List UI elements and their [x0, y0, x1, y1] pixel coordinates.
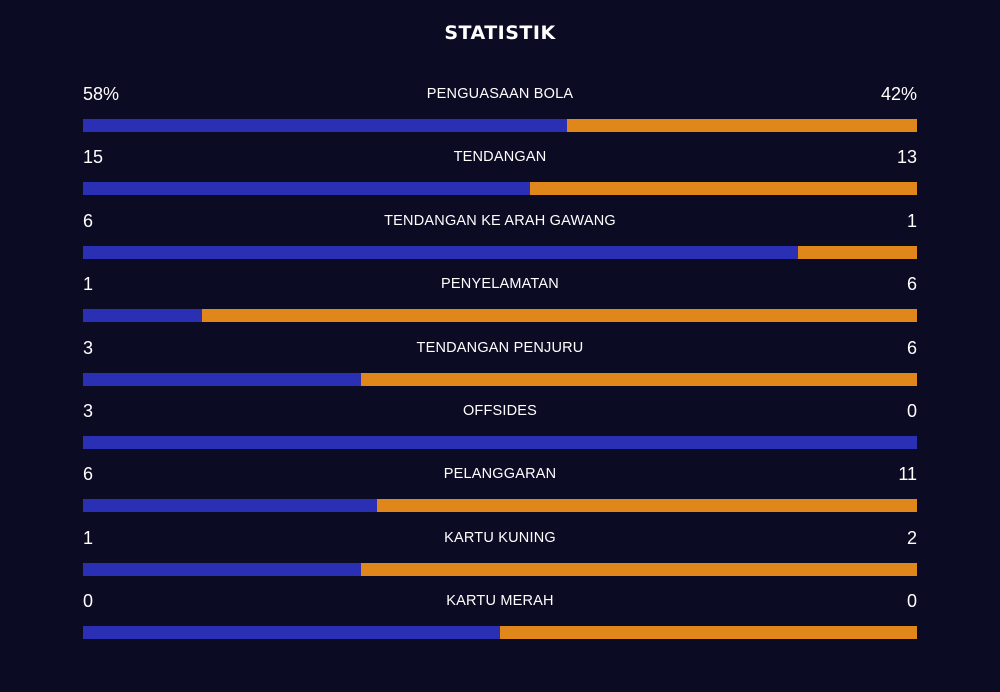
away-bar-segment — [202, 309, 917, 323]
away-value: 0 — [906, 591, 917, 612]
stat-row: TENDANGAN 15 13 — [83, 143, 917, 206]
page-title: STATISTIK — [444, 22, 556, 44]
stat-header: TENDANGAN PENJURU 3 6 — [83, 334, 917, 362]
home-value: 58% — [83, 84, 120, 104]
stat-comparison-bar — [83, 119, 917, 132]
stat-header: TENDANGAN 15 13 — [83, 143, 917, 171]
stat-comparison-bar — [83, 499, 917, 513]
stat-header: PENGUASAAN BOLA 58% 42% — [83, 80, 917, 108]
away-bar-segment — [377, 499, 917, 513]
away-bar-segment — [797, 245, 917, 259]
home-bar-segment — [83, 309, 203, 323]
home-bar-segment — [83, 626, 500, 640]
stat-comparison-bar — [83, 245, 917, 259]
stat-row: PENGUASAAN BOLA 58% 42% — [83, 80, 917, 143]
stat-row: TENDANGAN KE ARAH GAWANG 6 1 — [83, 207, 917, 270]
home-value: 0 — [83, 591, 94, 612]
away-value: 42% — [880, 84, 917, 104]
home-bar-segment — [83, 562, 361, 576]
away-value: 1 — [906, 210, 917, 231]
home-value: 1 — [83, 527, 94, 548]
stat-row: OFFSIDES 3 0 — [83, 397, 917, 460]
stat-header: OFFSIDES 3 0 — [83, 397, 917, 425]
stat-label: KARTU KUNING — [444, 529, 556, 546]
home-value: 3 — [83, 400, 94, 421]
stat-comparison-bar — [83, 182, 917, 196]
stat-label: PENYELAMATAN — [441, 276, 559, 293]
away-bar-segment — [360, 372, 917, 386]
home-bar-segment — [83, 119, 567, 132]
away-value: 11 — [898, 464, 917, 485]
home-value: 6 — [83, 464, 94, 485]
away-bar-segment — [500, 626, 917, 640]
stat-comparison-bar — [83, 309, 917, 323]
stat-label: TENDANGAN PENJURU — [416, 339, 584, 356]
away-value: 13 — [896, 147, 917, 168]
stat-label: PELANGGARAN — [443, 466, 557, 483]
away-value: 6 — [906, 337, 917, 358]
stat-label: OFFSIDES — [462, 402, 538, 419]
stats-list: PENGUASAAN BOLA 58% 42% TENDANGAN 15 13 TENDAN… — [83, 80, 917, 651]
home-value: 3 — [83, 337, 94, 358]
stat-row: PELANGGARAN 6 11 — [83, 460, 917, 523]
stat-comparison-bar — [83, 435, 917, 449]
stat-row: KARTU KUNING 1 2 — [83, 524, 917, 587]
stat-row: TENDANGAN PENJURU 3 6 — [83, 334, 917, 397]
away-bar-segment — [360, 562, 917, 576]
away-value: 2 — [906, 527, 917, 548]
stat-label: KARTU MERAH — [446, 593, 554, 610]
stat-comparison-bar — [83, 562, 917, 576]
home-value: 15 — [83, 147, 104, 168]
stat-comparison-bar — [83, 626, 917, 640]
away-value: 6 — [906, 274, 917, 295]
stat-row: PENYELAMATAN 1 6 — [83, 270, 917, 333]
home-bar-segment — [83, 499, 378, 513]
away-bar-segment — [566, 119, 917, 132]
stat-label: TENDANGAN KE ARAH GAWANG — [384, 212, 616, 229]
home-bar-segment — [83, 435, 917, 449]
stat-comparison-bar — [83, 372, 917, 386]
stat-header: KARTU MERAH 0 0 — [83, 587, 917, 615]
stat-row: KARTU MERAH 0 0 — [83, 587, 917, 650]
stat-header: PENYELAMATAN 1 6 — [83, 270, 917, 298]
away-value: 0 — [906, 400, 917, 421]
stat-label: TENDANGAN — [453, 149, 547, 166]
away-bar-segment — [530, 182, 917, 196]
home-bar-segment — [83, 372, 361, 386]
stat-header: TENDANGAN KE ARAH GAWANG 6 1 — [83, 207, 917, 235]
stat-label: PENGUASAAN BOLA — [426, 86, 574, 102]
home-bar-segment — [83, 245, 798, 259]
home-value: 1 — [83, 274, 94, 295]
stat-header: KARTU KUNING 1 2 — [83, 524, 917, 552]
home-value: 6 — [83, 210, 94, 231]
home-bar-segment — [83, 182, 531, 196]
stat-header: PELANGGARAN 6 11 — [83, 460, 917, 488]
